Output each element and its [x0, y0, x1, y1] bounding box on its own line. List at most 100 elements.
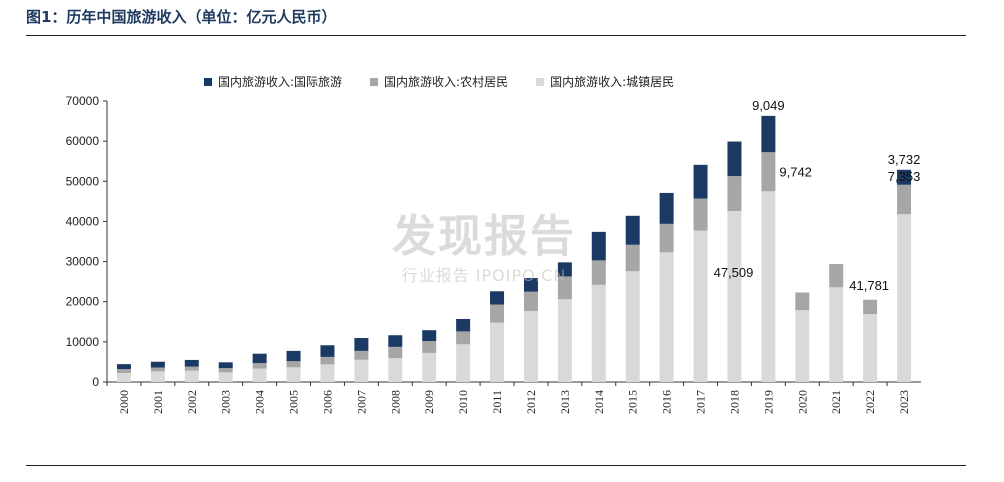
bar-segment-2022-s0	[863, 314, 878, 382]
x-tick-label-2006: 2006	[320, 390, 334, 414]
bar-segment-2023-s1	[897, 184, 912, 215]
bar-segment-2017-s1	[693, 198, 708, 231]
data-label-2019-0: 47,509	[714, 265, 754, 280]
legend-swatch-international	[204, 77, 212, 86]
bar-segment-2019-s1	[761, 152, 776, 192]
y-tick-label: 70000	[66, 94, 100, 108]
bar-segment-2010-s2	[456, 318, 471, 332]
legend-label-rural: 国内旅游收入:农村居民	[384, 75, 509, 89]
bar-segment-2018-s2	[727, 141, 742, 177]
x-tick-label-2019: 2019	[761, 390, 775, 414]
y-tick-label: 40000	[66, 214, 100, 228]
y-tick-label: 30000	[66, 255, 100, 269]
legend-label-urban: 国内旅游收入:城镇居民	[550, 75, 675, 89]
bar-segment-2014-s2	[591, 231, 606, 261]
bar-segment-2022-s1	[863, 299, 878, 315]
bar-segment-2007-s0	[354, 359, 369, 382]
y-tick-label: 60000	[66, 134, 100, 148]
bar-segment-2010-s0	[456, 344, 471, 382]
bar-segment-2015-s0	[625, 271, 640, 382]
legend-swatch-urban	[536, 77, 545, 86]
data-label-2019-2: 9,049	[752, 98, 785, 113]
bar-segment-2010-s1	[456, 331, 471, 345]
bar-segment-2021-s0	[829, 287, 844, 382]
bar-segment-2013-s0	[557, 299, 572, 382]
bar-segment-2003-s1	[218, 368, 233, 373]
data-label-2023-0: 41,781	[849, 278, 889, 293]
bar-segment-2012-s2	[523, 278, 538, 292]
x-tick-label-2007: 2007	[354, 390, 368, 414]
bar-segment-2012-s0	[523, 310, 538, 382]
bar-segment-2016-s2	[659, 192, 674, 224]
bar-segment-2007-s1	[354, 350, 369, 360]
bar-segment-2004-s1	[252, 363, 267, 369]
y-tick-label: 0	[92, 375, 99, 389]
x-tick-label-2002: 2002	[185, 390, 199, 414]
bar-segment-2006-s0	[320, 364, 335, 382]
bar-segment-2001-s1	[150, 367, 165, 372]
x-tick-label-2014: 2014	[592, 390, 606, 414]
bar-segment-2005-s1	[286, 361, 301, 368]
x-tick-label-2011: 2011	[490, 390, 504, 414]
bar-segment-2005-s0	[286, 367, 301, 382]
bar-segment-2008-s1	[388, 346, 403, 359]
bar-segment-2009-s2	[422, 330, 437, 342]
bar-segment-2011-s0	[490, 322, 505, 382]
bar-segment-2011-s1	[490, 304, 505, 323]
bar-segment-2015-s2	[625, 215, 640, 245]
legend-label-international: 国内旅游收入:国际旅游	[218, 75, 343, 89]
bar-segment-2016-s0	[659, 252, 674, 382]
bar-segment-2009-s1	[422, 341, 437, 353]
bar-segment-2001-s0	[150, 371, 165, 382]
bar-segment-2023-s0	[897, 214, 912, 382]
x-tick-label-2009: 2009	[422, 390, 436, 414]
bar-segment-2002-s0	[184, 370, 199, 382]
bar-segment-2014-s1	[591, 260, 606, 285]
bar-segment-2014-s0	[591, 284, 606, 382]
bar-segment-2000-s0	[116, 372, 131, 382]
chart-legend: 国内旅游收入:国际旅游 国内旅游收入:农村居民 国内旅游收入:城镇居民	[204, 73, 674, 90]
bar-segment-2001-s2	[150, 361, 165, 368]
bottom-divider	[26, 465, 966, 466]
bar-segment-2008-s0	[388, 358, 403, 382]
bar-segment-2006-s2	[320, 345, 335, 357]
bar-segment-2018-s1	[727, 176, 742, 211]
y-tick-label: 10000	[66, 335, 100, 349]
x-tick-label-2010: 2010	[456, 390, 470, 414]
bar-segment-2023-s2	[897, 169, 912, 185]
x-tick-label-2008: 2008	[388, 390, 402, 414]
bar-segment-2013-s2	[557, 262, 572, 277]
bar-segment-2008-s2	[388, 335, 403, 347]
bar-segment-2003-s2	[218, 362, 233, 369]
bar-segment-2013-s1	[557, 276, 572, 300]
bar-segment-2020-s1	[795, 292, 810, 311]
top-divider	[26, 35, 966, 36]
y-tick-label: 50000	[66, 174, 100, 188]
legend-item-urban: 国内旅游收入:城镇居民	[536, 73, 674, 90]
bar-segment-2021-s1	[829, 263, 844, 288]
bar-segment-2007-s2	[354, 338, 369, 351]
x-tick-label-2001: 2001	[151, 390, 165, 414]
bar-segment-2018-s0	[727, 210, 742, 382]
bar-segment-2002-s2	[184, 359, 199, 367]
bar-segment-2005-s2	[286, 350, 301, 362]
x-tick-label-2013: 2013	[558, 390, 572, 414]
x-tick-label-2018: 2018	[727, 390, 741, 414]
bar-segment-2016-s1	[659, 223, 674, 253]
x-tick-label-2021: 2021	[829, 390, 843, 414]
bar-segment-2000-s1	[116, 369, 131, 373]
x-tick-label-2020: 2020	[795, 390, 809, 414]
bar-segment-2017-s2	[693, 164, 708, 199]
bar-segment-2006-s1	[320, 356, 335, 365]
x-tick-label-2016: 2016	[660, 390, 674, 414]
x-tick-label-2022: 2022	[863, 390, 877, 414]
x-tick-label-2005: 2005	[287, 390, 301, 414]
bar-segment-2004-s2	[252, 353, 267, 364]
x-tick-label-2012: 2012	[524, 390, 538, 414]
legend-item-rural: 国内旅游收入:农村居民	[370, 73, 508, 90]
bar-segment-2011-s2	[490, 291, 505, 305]
bar-segment-2003-s0	[218, 372, 233, 382]
x-tick-label-2023: 2023	[897, 390, 911, 414]
legend-item-international: 国内旅游收入:国际旅游	[204, 73, 342, 90]
